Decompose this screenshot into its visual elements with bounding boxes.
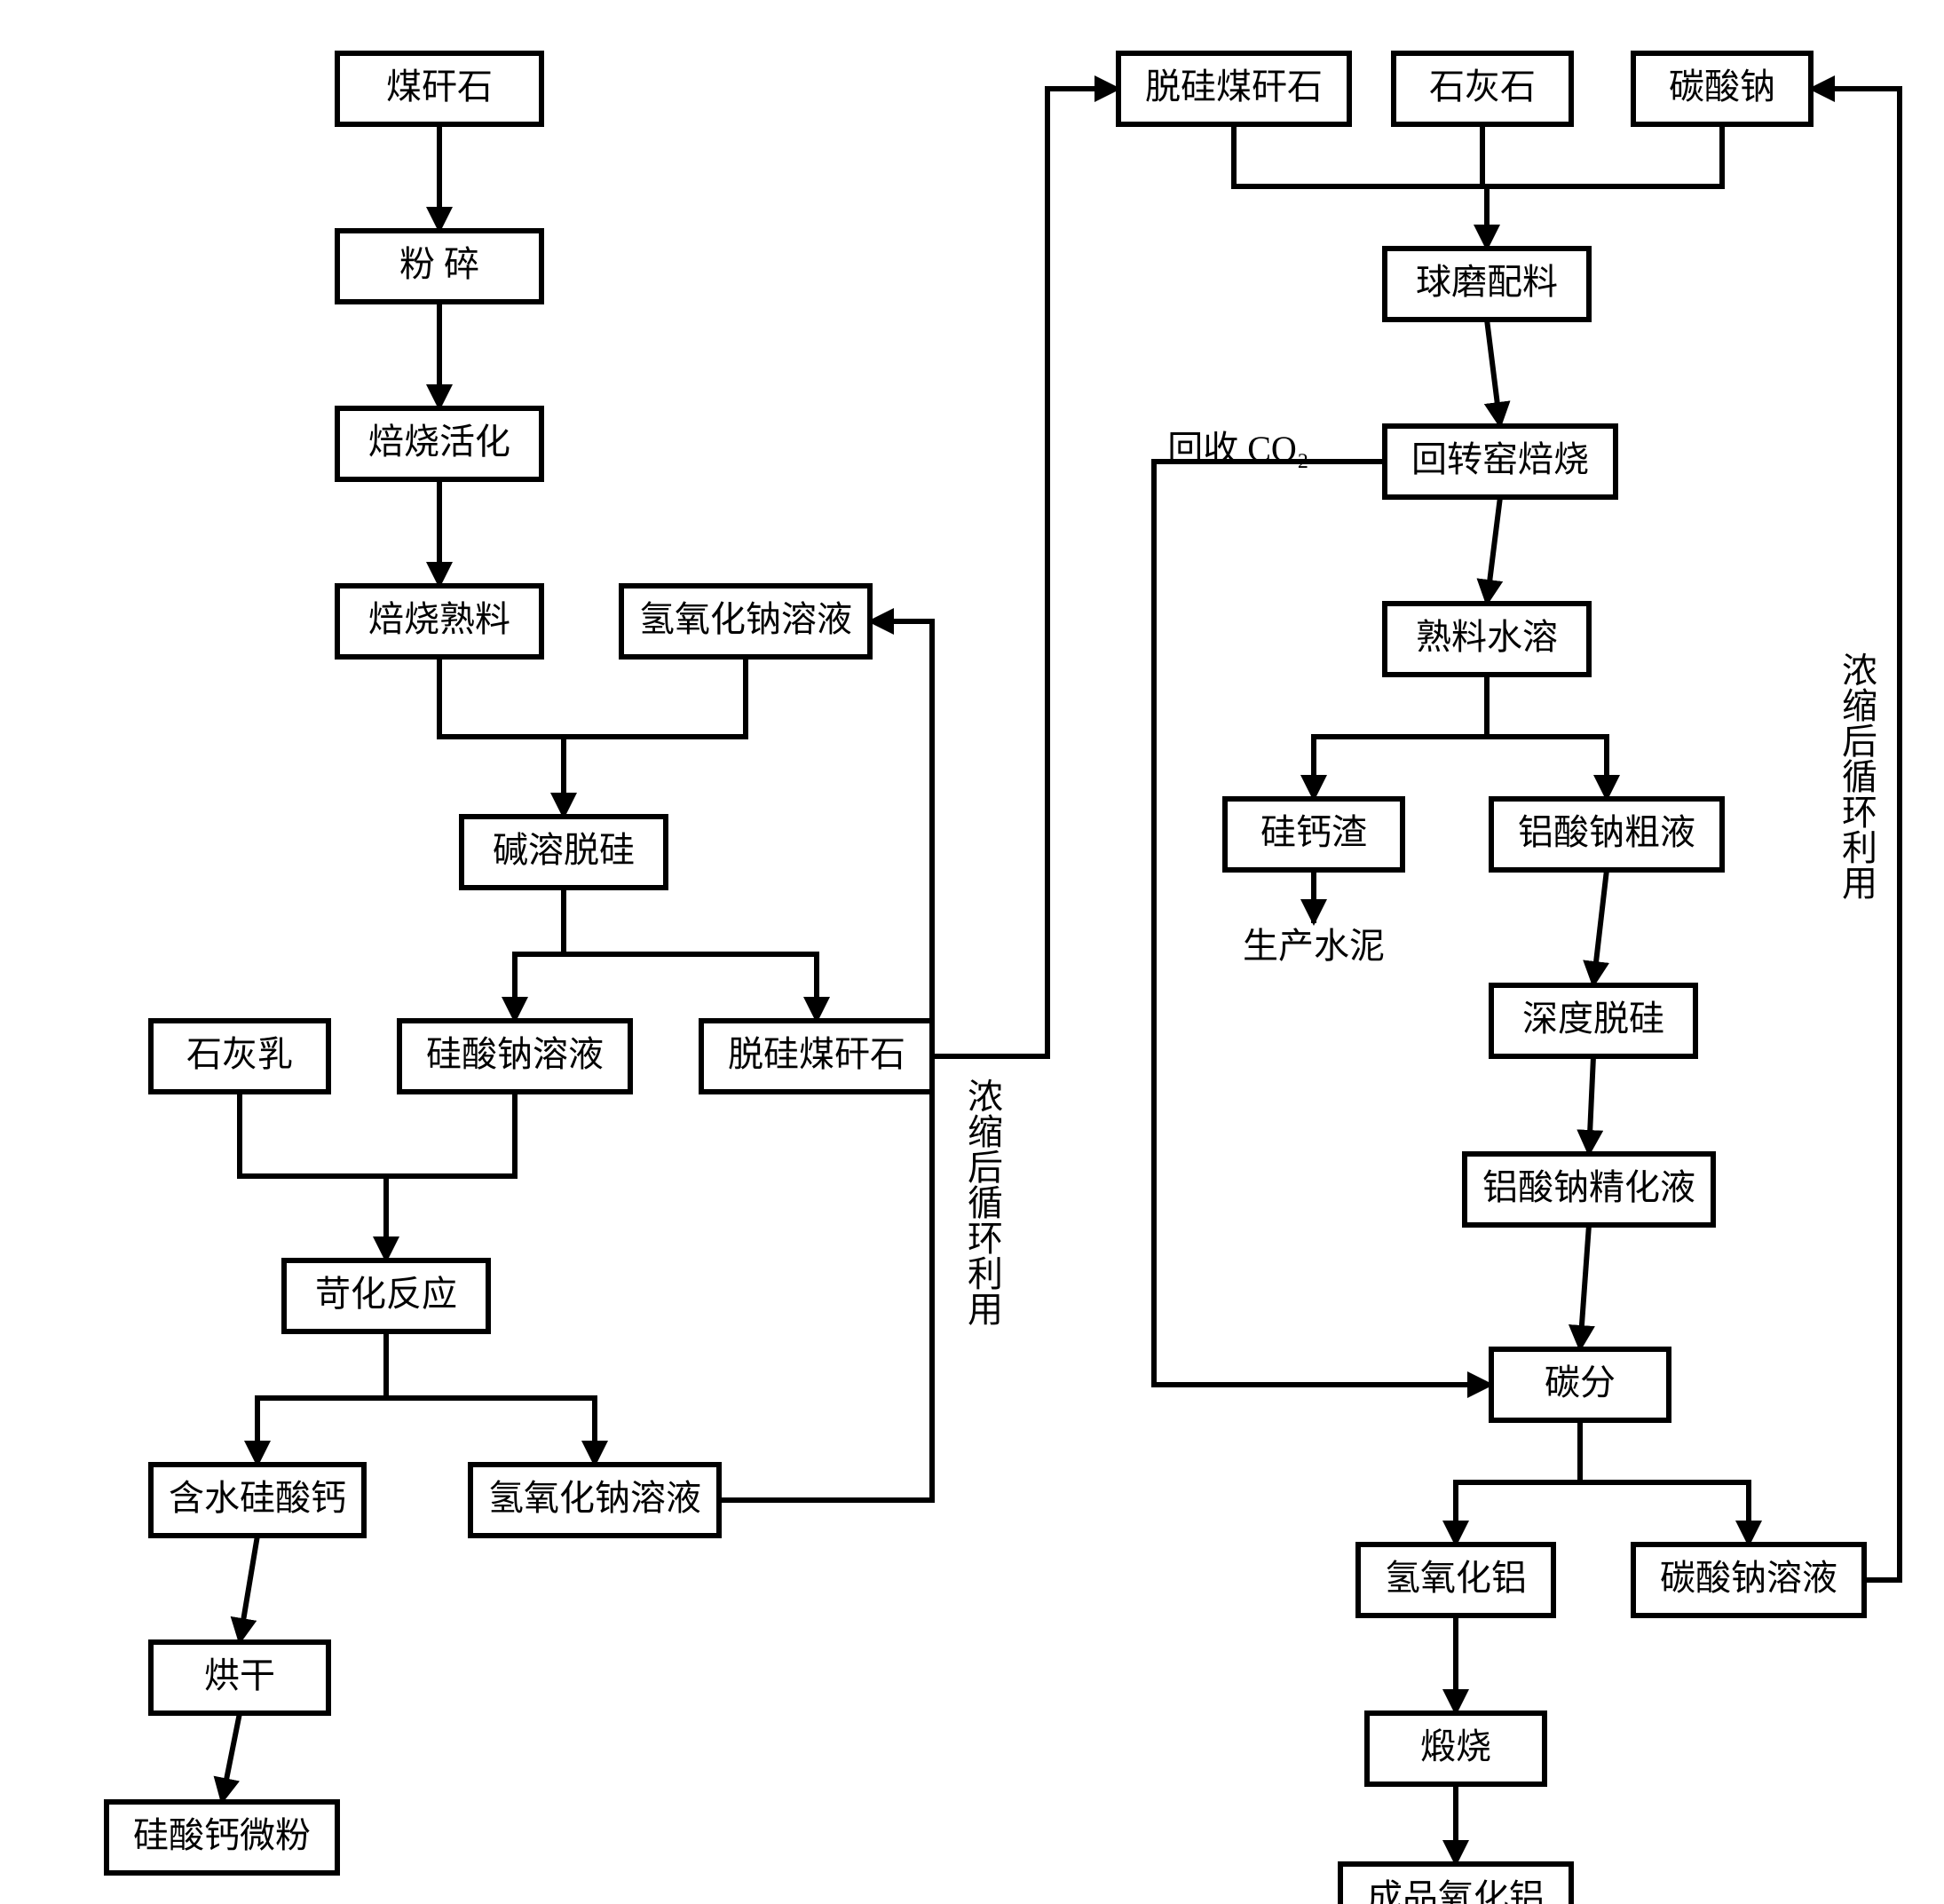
label-m12: 氢氧化铝 [1385, 1558, 1527, 1598]
connector [1589, 1056, 1593, 1154]
text-t_right: 后 [1842, 722, 1877, 762]
text-t_right: 用 [1842, 864, 1877, 904]
label-m3: 碳酸钠 [1669, 67, 1775, 107]
text-t_right: 利 [1842, 828, 1877, 868]
connector [564, 657, 746, 737]
text-t_cement: 生产水泥 [1243, 926, 1385, 966]
label-m13: 碳酸钠溶液 [1660, 1558, 1837, 1598]
text-t_left: 浓 [968, 1077, 1003, 1117]
label-m5: 回转窑焙烧 [1411, 439, 1589, 479]
text-t_right: 浓 [1842, 651, 1877, 691]
text-t_left: 环 [968, 1219, 1003, 1259]
text-t_co2: 回收 CO₂ [1167, 429, 1309, 469]
label-m11: 碳分 [1545, 1363, 1616, 1402]
label-n9: 脱硅煤矸石 [728, 1034, 905, 1074]
connector [1487, 124, 1722, 186]
label-m15: 成品氧化铝 [1367, 1877, 1545, 1904]
label-m1: 脱硅煤矸石 [1145, 67, 1323, 107]
text-t_right: 循 [1842, 757, 1877, 797]
label-n1: 煤矸石 [386, 67, 493, 107]
text-t_left: 循 [968, 1183, 1003, 1223]
label-m8: 铝酸钠粗液 [1518, 812, 1695, 852]
text-t_right: 环 [1842, 793, 1877, 833]
connector [1487, 737, 1607, 799]
label-m7: 硅钙渣 [1260, 812, 1367, 852]
connector [1234, 124, 1487, 186]
label-m14: 煅烧 [1420, 1726, 1491, 1766]
connector [257, 1398, 386, 1465]
label-m10: 铝酸钠精化液 [1482, 1167, 1695, 1207]
connector [439, 657, 564, 737]
label-m2: 石灰石 [1429, 67, 1536, 107]
connector [240, 1536, 257, 1642]
label-n8: 硅酸钠溶液 [426, 1034, 604, 1074]
text-t_right: 缩 [1842, 686, 1877, 726]
connector [240, 1092, 386, 1176]
connector [1487, 497, 1500, 604]
label-n14: 硅酸钙微粉 [133, 1815, 311, 1855]
connector [386, 1092, 515, 1176]
connector [1580, 1482, 1749, 1545]
connector [1456, 1482, 1580, 1545]
label-n6: 碱溶脱硅 [493, 830, 635, 870]
connector [932, 89, 1118, 1056]
label-n12: 氢氧化钠溶液 [488, 1478, 701, 1518]
label-n13: 烘干 [204, 1655, 275, 1695]
label-n2: 粉 碎 [399, 244, 479, 284]
label-n10: 苛化反应 [315, 1274, 457, 1314]
label-n11: 含水硅酸钙 [169, 1478, 346, 1518]
connector [1314, 737, 1487, 799]
label-n3: 焙烧活化 [368, 422, 510, 462]
label-m4: 球磨配料 [1416, 262, 1558, 302]
text-t_left: 后 [968, 1148, 1003, 1188]
label-n5: 氢氧化钠溶液 [639, 599, 852, 639]
label-m9: 深度脱硅 [1522, 999, 1664, 1039]
connector [1593, 870, 1607, 985]
connector [1580, 1225, 1589, 1349]
connector [222, 1713, 240, 1802]
text-t_left: 利 [968, 1254, 1003, 1294]
text-t_left: 缩 [968, 1112, 1003, 1152]
connector [1487, 320, 1500, 426]
label-n4: 焙烧熟料 [368, 599, 510, 639]
connector [564, 954, 817, 1021]
label-n7: 石灰乳 [186, 1034, 293, 1074]
text-t_left: 用 [968, 1290, 1003, 1330]
label-m6: 熟料水溶 [1416, 617, 1558, 657]
connector [515, 954, 564, 1021]
connector [386, 1398, 595, 1465]
connector [1154, 462, 1491, 1385]
